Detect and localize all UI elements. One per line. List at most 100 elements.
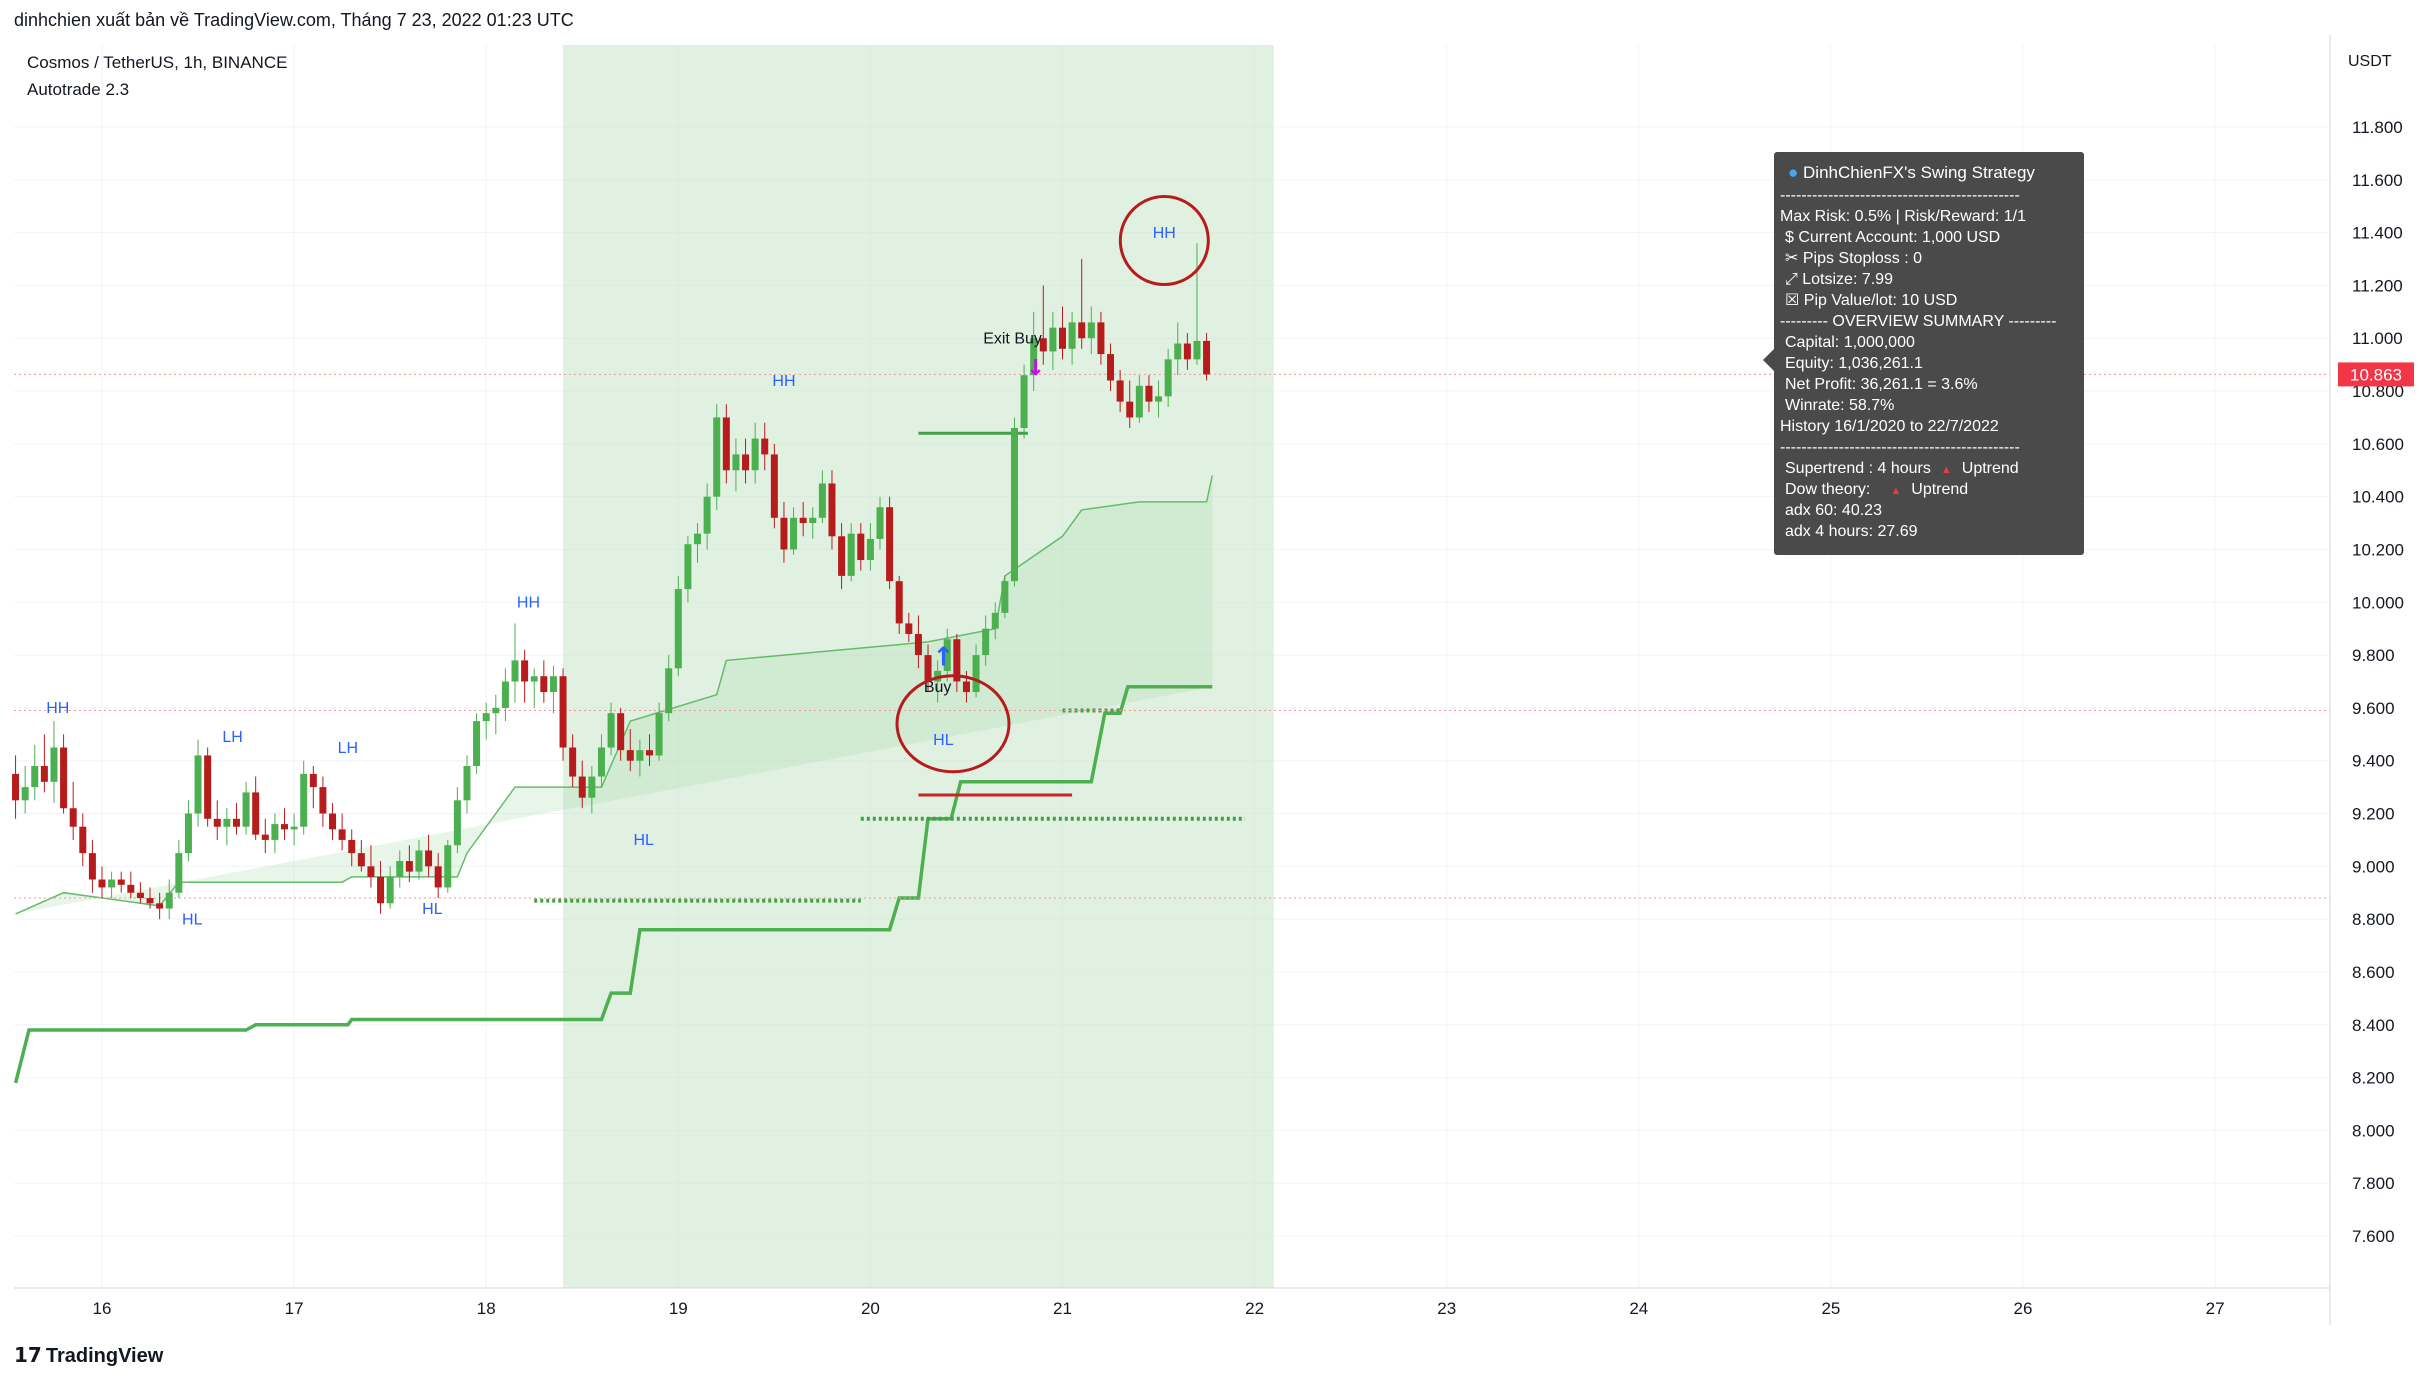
candle-body — [876, 507, 884, 539]
candle-body — [50, 747, 58, 782]
triangle-up-icon: ▲ — [1940, 464, 1952, 476]
candle-body — [300, 773, 308, 827]
price-tick-label: 8.000 — [2352, 1121, 2395, 1140]
currency-label: USDT — [2348, 53, 2392, 70]
price-tick-label: 10.000 — [2352, 593, 2404, 612]
circle-annotation-hl — [895, 674, 1011, 774]
panel-lotsize: ⤢ Lotsize: 7.99 — [1785, 271, 1893, 288]
time-tick-label: 20 — [861, 1299, 880, 1318]
price-tick-label: 9.400 — [2352, 752, 2395, 771]
candle-body — [828, 483, 836, 537]
candle-body — [924, 655, 932, 682]
candle-body — [818, 483, 826, 518]
candle-body — [636, 750, 644, 761]
buy-arrow-icon: ↑ — [932, 643, 954, 673]
candle-body — [425, 850, 433, 867]
candle-body — [694, 533, 702, 545]
candle-body — [329, 813, 337, 830]
candle-body — [607, 713, 615, 748]
price-tick-label: 10.200 — [2352, 540, 2404, 559]
candle-body — [252, 792, 260, 835]
candle-body — [271, 824, 279, 840]
candle-body — [1155, 396, 1163, 402]
tradingview-brand: TradingView — [45, 1345, 164, 1367]
swing-labels: HH LH LH HL HL HH HL HH HL HH Buy Exit Buy — [46, 225, 1176, 929]
candle-body — [559, 676, 567, 748]
time-tick-label: 26 — [2014, 1299, 2033, 1318]
swing-label: Buy — [924, 679, 952, 696]
candle-body — [415, 850, 423, 872]
candle-body — [1030, 338, 1038, 376]
price-tick-label: 8.800 — [2352, 910, 2395, 929]
candle-body — [1078, 322, 1086, 339]
candle-body — [463, 765, 471, 801]
candle-body — [857, 533, 865, 561]
candles — [12, 243, 1211, 920]
panel-stoploss: ✂ Pips Stoploss : 0 — [1785, 250, 1923, 267]
candle-body — [482, 713, 490, 722]
candle-body — [588, 776, 596, 798]
candle-body — [982, 628, 990, 656]
candle-body — [1001, 581, 1009, 613]
candle-body — [1068, 322, 1076, 349]
indicator-name[interactable]: Autotrade 2.3 — [27, 80, 130, 99]
candle-body — [1020, 375, 1028, 429]
time-tick-label: 25 — [1821, 1299, 1840, 1318]
candle-body — [1174, 343, 1182, 360]
candle-body — [953, 639, 961, 682]
candle-body — [540, 676, 548, 693]
candle-body — [357, 853, 365, 867]
price-tick-label: 8.200 — [2352, 1069, 2395, 1088]
candle-body — [232, 818, 240, 827]
candle-body — [838, 536, 846, 576]
candle-body — [530, 676, 538, 682]
candle-body — [1087, 322, 1095, 339]
time-tick-label: 17 — [285, 1299, 304, 1318]
tradingview-logo[interactable]: 17 TradingView — [14, 1343, 163, 1368]
candle-body — [1183, 343, 1191, 360]
price-tick-label: 9.800 — [2352, 646, 2395, 665]
panel-overview-heading: --------- OVERVIEW SUMMARY --------- — [1780, 313, 2057, 330]
candle-body — [242, 792, 250, 827]
panel-title: DinhChienFX's Swing Strategy — [1803, 163, 2035, 182]
price-tick-label: 7.600 — [2352, 1227, 2395, 1246]
price-tick-label: 9.600 — [2352, 699, 2395, 718]
candle-body — [962, 681, 970, 693]
swing-label: HH — [517, 595, 540, 612]
swing-label: HL — [422, 901, 443, 918]
candle-body — [21, 787, 29, 801]
swing-label: Exit Buy — [983, 331, 1042, 348]
tradingview-logo-icon: 17 — [14, 1343, 42, 1367]
panel-net-profit: Net Profit: 36,261.1 = 3.6% — [1785, 376, 1978, 393]
candle-body — [338, 829, 346, 840]
swing-label: HL — [182, 911, 203, 928]
last-price-label: 10.863 — [2350, 365, 2402, 384]
candle-body — [1039, 338, 1047, 352]
candle-body — [790, 517, 798, 550]
candle-body — [1203, 340, 1211, 375]
panel-capital: Capital: 1,000,000 — [1785, 334, 1915, 351]
symbol-title[interactable]: Cosmos / TetherUS, 1h, BINANCE — [27, 53, 288, 72]
candle-body — [549, 676, 557, 693]
exit-arrow-icon: ↓ — [1026, 356, 1044, 381]
candle-body — [597, 747, 605, 777]
price-tick-label: 7.800 — [2352, 1174, 2395, 1193]
candle-body — [1049, 327, 1057, 352]
time-tick-label: 24 — [1629, 1299, 1648, 1318]
candle-body — [204, 755, 212, 819]
candle-body — [319, 787, 327, 814]
candle-body — [501, 681, 509, 708]
dow-value: Uptrend — [1911, 481, 1969, 498]
candle-body — [578, 776, 586, 798]
supertrend-line — [13, 685, 1213, 1084]
candle-body — [521, 660, 529, 682]
candle-body — [751, 438, 759, 471]
candle-body — [1145, 385, 1153, 402]
candle-body — [1126, 401, 1134, 418]
candle-body — [626, 750, 634, 761]
swing-label: LH — [338, 740, 358, 757]
candle-body — [1107, 354, 1115, 381]
candle-body — [127, 884, 135, 893]
candle-body — [60, 747, 68, 809]
